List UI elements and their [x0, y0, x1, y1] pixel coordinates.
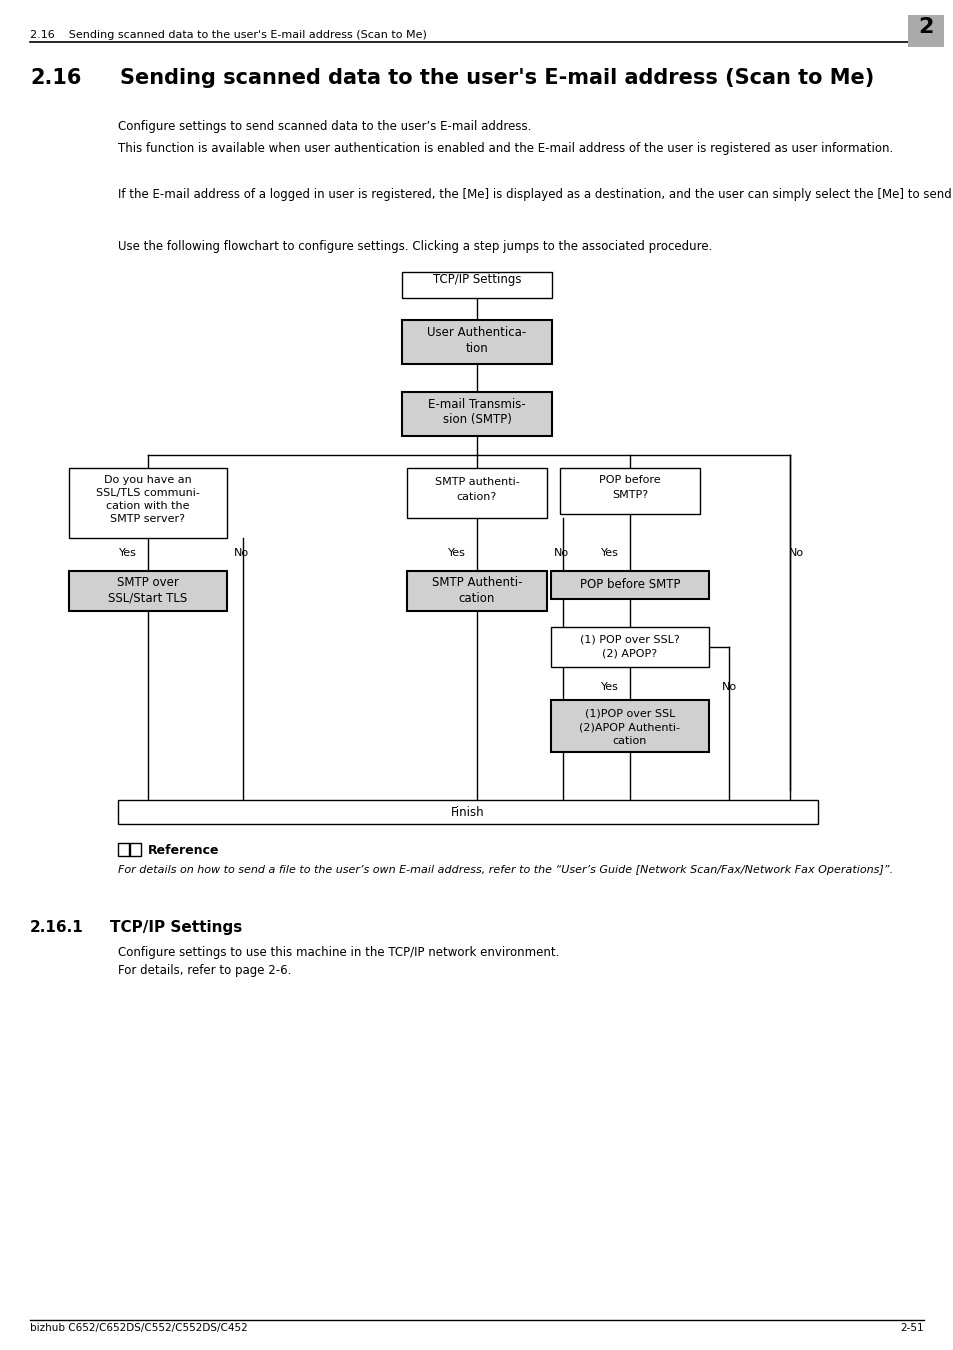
Bar [130, 842, 141, 856]
Bar [118, 842, 129, 856]
Text: bizhub C652/C652DS/C552/C552DS/C452: bizhub C652/C652DS/C552/C552DS/C452 [30, 1323, 248, 1332]
Text: No: No [553, 548, 568, 558]
Text: TCP/IP Settings: TCP/IP Settings [110, 919, 242, 936]
Text: Yes: Yes [448, 548, 465, 558]
Text: cation with the: cation with the [106, 501, 190, 512]
Text: No: No [233, 548, 249, 558]
Text: 2.16: 2.16 [30, 68, 81, 88]
Text: tion: tion [465, 342, 488, 355]
Text: POP before: POP before [598, 475, 660, 485]
Text: 2.16.1: 2.16.1 [30, 919, 84, 936]
Text: E-mail Transmis-: E-mail Transmis- [428, 398, 525, 412]
Text: TCP/IP Settings: TCP/IP Settings [433, 274, 520, 286]
Text: 2.16    Sending scanned data to the user's E-mail address (Scan to Me): 2.16 Sending scanned data to the user's … [30, 30, 426, 40]
Text: Finish: Finish [451, 806, 484, 818]
Bar [407, 468, 546, 518]
Text: This function is available when user authentication is enabled and the E-mail ad: This function is available when user aut… [118, 142, 892, 155]
Bar [401, 320, 552, 364]
Text: Yes: Yes [119, 548, 137, 558]
Text: Reference: Reference [148, 844, 219, 857]
Text: User Authentica-: User Authentica- [427, 327, 526, 339]
Bar [551, 701, 708, 752]
Text: SMTP authenti-: SMTP authenti- [435, 477, 518, 487]
Text: cation?: cation? [456, 491, 497, 502]
Text: If the E-mail address of a logged in user is registered, the [Me] is displayed a: If the E-mail address of a logged in use… [118, 188, 953, 201]
Bar [401, 271, 552, 298]
Bar [69, 571, 227, 612]
Bar [118, 801, 817, 824]
Text: sion (SMTP): sion (SMTP) [442, 413, 511, 427]
Text: SSL/Start TLS: SSL/Start TLS [109, 591, 188, 605]
Text: (1) POP over SSL?: (1) POP over SSL? [579, 634, 679, 645]
Text: SMTP over: SMTP over [117, 576, 179, 590]
Text: 2: 2 [918, 18, 933, 36]
Text: 2-51: 2-51 [900, 1323, 923, 1332]
Text: Configure settings to send scanned data to the user’s E-mail address.: Configure settings to send scanned data … [118, 120, 531, 134]
Bar [407, 571, 546, 612]
Text: Do you have an: Do you have an [104, 475, 192, 485]
Bar [551, 626, 708, 667]
Text: For details on how to send a file to the user’s own E-mail address, refer to the: For details on how to send a file to the… [118, 865, 892, 875]
Text: (1)POP over SSL: (1)POP over SSL [584, 707, 675, 718]
Text: No: No [720, 682, 736, 693]
Text: Sending scanned data to the user's E-mail address (Scan to Me): Sending scanned data to the user's E-mai… [120, 68, 873, 88]
Text: SSL/TLS communi-: SSL/TLS communi- [96, 487, 200, 498]
Text: cation: cation [458, 591, 495, 605]
Text: cation: cation [612, 736, 646, 747]
Text: POP before SMTP: POP before SMTP [579, 578, 679, 590]
Text: SMTP Authenti-: SMTP Authenti- [432, 576, 521, 590]
Text: Yes: Yes [600, 682, 618, 693]
Text: (2) APOP?: (2) APOP? [601, 649, 657, 659]
Bar [401, 392, 552, 436]
Text: SMTP server?: SMTP server? [111, 514, 185, 524]
Bar [69, 468, 227, 539]
Text: For details, refer to page 2-6.: For details, refer to page 2-6. [118, 964, 291, 977]
Bar [551, 571, 708, 599]
Text: Configure settings to use this machine in the TCP/IP network environment.: Configure settings to use this machine i… [118, 946, 558, 958]
Text: SMTP?: SMTP? [611, 490, 647, 500]
Bar [559, 468, 700, 514]
Text: Use the following flowchart to configure settings. Clicking a step jumps to the : Use the following flowchart to configure… [118, 240, 712, 252]
Text: Yes: Yes [600, 548, 618, 558]
Text: No: No [787, 548, 802, 558]
Bar [907, 15, 943, 47]
Text: (2)APOP Authenti-: (2)APOP Authenti- [578, 722, 679, 732]
